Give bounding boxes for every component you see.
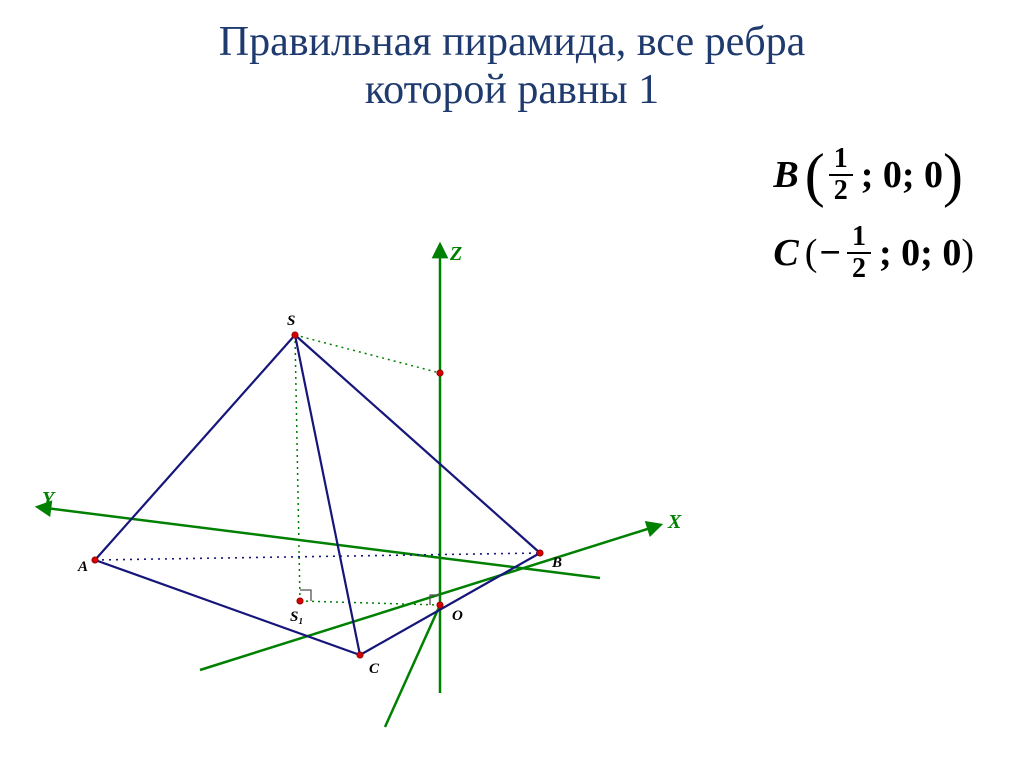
label-A: A [77,559,88,575]
point-S [292,331,298,337]
point-C [357,651,363,657]
pyramid-diagram: A B C S S₁ O Z X Y [0,115,720,755]
formula-C: C ( − 1 2 ; 0; 0 ) [773,223,974,283]
axes-group [38,245,660,727]
edge-AC [95,560,360,655]
formula-C-rest: ; 0; 0 [879,231,961,275]
axis-labels: Z X Y [42,243,682,533]
label-O: O [452,608,463,624]
axis-label-Z: Z [449,243,462,265]
formula-B-symbol: B [773,153,798,197]
axis-label-X: X [667,511,682,533]
title-line-2: которой равны 1 [365,67,659,113]
rparen-icon: ) [961,231,974,275]
label-S1: S₁ [290,609,304,625]
point-O [437,601,443,607]
slide-title: Правильная пирамида, все ребра которой р… [0,0,1024,115]
label-C: C [369,661,380,677]
formula-C-symbol: C [773,231,798,275]
construction-lines [295,335,440,605]
hidden-edges [95,553,540,560]
point-S1 [297,597,303,603]
formula-B-rest: ; 0; 0 [861,153,943,197]
point-Sz [437,369,443,375]
axis-x-neg-offshoot [385,605,440,727]
formula-C-neg: − [819,231,841,275]
line-SS1 [295,335,300,601]
edge-AB [95,553,540,560]
formula-C-fraction: 1 2 [847,223,871,283]
formulas-block: B ( 1 2 ; 0; 0 ) C ( − 1 2 ; 0; 0 ) [773,145,974,301]
rparen-icon: ) [943,151,963,199]
right-angle-markers [300,590,440,605]
formula-B-fraction: 1 2 [829,145,853,205]
edge-BC [360,553,540,655]
label-S: S [287,313,295,329]
point-B [537,549,543,555]
title-line-1: Правильная пирамида, все ребра [219,19,806,65]
solid-edges [95,335,540,655]
label-B: B [551,555,562,571]
point-A [92,556,98,562]
axis-label-Y: Y [42,488,56,510]
lparen-icon: ( [805,151,825,199]
point-labels: A B C S S₁ O [77,313,562,677]
formula-B: B ( 1 2 ; 0; 0 ) [773,145,974,205]
content-area: A B C S S₁ O Z X Y B ( 1 2 ; 0; 0 ) C ( [0,115,1024,735]
lparen-icon: ( [805,231,818,275]
